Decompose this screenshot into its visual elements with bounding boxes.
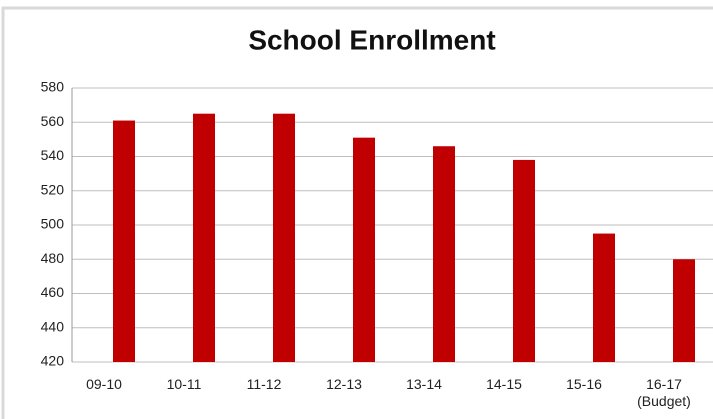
- y-tick-label: 580: [41, 79, 65, 95]
- x-tick-label: 11-12: [246, 376, 282, 392]
- x-tick-label: 15-16: [566, 376, 602, 392]
- bar: [593, 233, 615, 362]
- y-tick-label: 460: [41, 284, 65, 300]
- y-tick-label: 560: [41, 113, 65, 129]
- bar: [273, 113, 295, 362]
- x-tick-label: 12-13: [326, 376, 362, 392]
- x-tick-label: 09-10: [86, 376, 122, 392]
- x-tick-label: 10-11: [166, 376, 202, 392]
- bar: [433, 146, 455, 362]
- y-tick-label: 420: [41, 353, 65, 369]
- y-tick-label: 520: [41, 181, 65, 197]
- x-tick-label: 14-15: [486, 376, 522, 392]
- bar: [113, 120, 135, 362]
- x-tick-label: 13-14: [406, 376, 442, 392]
- y-tick-label: 500: [41, 216, 65, 232]
- y-tick-label: 480: [41, 250, 65, 266]
- bar: [193, 113, 215, 362]
- x-tick-label: 16-17 (Budget): [637, 376, 691, 409]
- y-tick-label: 440: [41, 318, 65, 334]
- bar: [673, 259, 695, 362]
- bar: [513, 159, 535, 362]
- chart-border: [1, 6, 713, 419]
- bar: [353, 137, 375, 362]
- y-tick-label: 540: [41, 147, 65, 163]
- chart-title: School Enrollment: [248, 24, 495, 55]
